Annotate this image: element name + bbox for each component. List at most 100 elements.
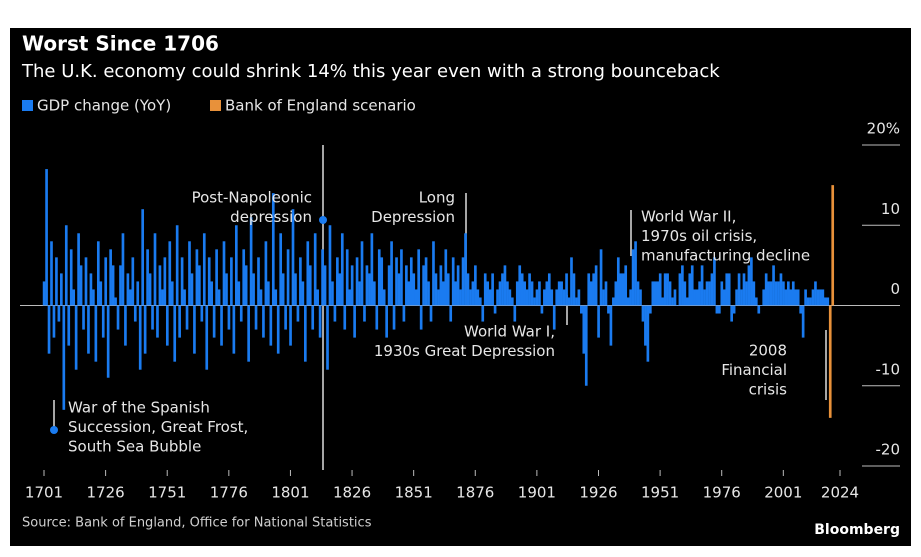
bar [491, 273, 494, 306]
bar [469, 289, 472, 306]
bar [718, 305, 721, 314]
bar [538, 281, 541, 306]
bar [392, 305, 396, 330]
bar [486, 281, 490, 306]
bar [259, 289, 263, 306]
bar [96, 241, 100, 306]
x-tick-label: 1801 [271, 484, 309, 502]
bar [124, 305, 127, 346]
chart-title: Worst Since 1706 [22, 32, 219, 56]
bar [685, 297, 689, 306]
bar [271, 193, 275, 306]
bar [60, 273, 63, 306]
bar [45, 169, 48, 306]
bar [772, 265, 775, 306]
bar [530, 281, 534, 306]
annotation: 1970s oil crisis, [641, 227, 757, 245]
bar [230, 257, 233, 306]
bar [156, 305, 159, 338]
bar [607, 305, 610, 314]
bar [417, 249, 421, 306]
bar [294, 273, 297, 306]
bar [84, 257, 88, 306]
bar [148, 273, 152, 306]
annotation: World War II, [641, 208, 736, 226]
x-tick-label: 1851 [395, 484, 433, 502]
bar [405, 265, 408, 306]
x-tick-label: 1826 [333, 484, 371, 502]
bar [762, 289, 766, 306]
bar [769, 281, 773, 306]
bar [666, 273, 669, 306]
bar [274, 289, 278, 306]
bar [784, 289, 788, 306]
bar [442, 281, 445, 306]
bar [439, 265, 443, 306]
bar [301, 281, 305, 306]
source: Source: Bank of England, Office for Nati… [22, 516, 372, 531]
annotation: Financial [721, 361, 787, 379]
bar [811, 289, 815, 306]
bar [370, 233, 374, 306]
bar [153, 233, 157, 306]
bar [661, 297, 664, 306]
bar [533, 297, 536, 306]
annotation: 2008 [749, 342, 787, 360]
bar [111, 265, 115, 306]
bar [407, 281, 411, 306]
bar [681, 265, 684, 306]
bar [363, 305, 366, 322]
bar [708, 281, 711, 306]
bar [557, 281, 561, 306]
annotation: War of the Spanish [68, 399, 210, 417]
bar [321, 249, 324, 306]
bar [619, 273, 623, 306]
bar [459, 289, 462, 306]
bar [109, 249, 112, 306]
bar [101, 305, 105, 338]
y-tick-label: -10 [876, 360, 901, 378]
bar [750, 257, 753, 306]
bar [713, 257, 716, 306]
bar [518, 265, 522, 306]
bar [385, 305, 388, 338]
bar [496, 289, 499, 306]
bar [360, 241, 364, 306]
bar [269, 305, 273, 346]
bar [446, 273, 450, 306]
bar [375, 305, 379, 330]
bar [464, 233, 467, 306]
bar [631, 249, 635, 306]
bar [202, 233, 206, 306]
bar [814, 281, 817, 306]
bar [794, 289, 798, 306]
y-tick-label: -20 [876, 441, 901, 459]
bar [589, 281, 593, 306]
bar [195, 249, 199, 306]
bar [796, 289, 800, 306]
bar [828, 305, 832, 418]
annotation-dot [319, 216, 327, 224]
bar [555, 289, 559, 306]
brand: Bloomberg [814, 522, 900, 538]
bar [121, 233, 125, 306]
bar [326, 305, 329, 370]
bar [565, 273, 568, 306]
annotation: crisis [749, 381, 788, 399]
bar [74, 305, 78, 370]
bar [168, 241, 172, 306]
bar [488, 289, 492, 306]
bar [791, 281, 795, 306]
bar [225, 273, 228, 306]
bar [323, 265, 327, 306]
bar [478, 297, 482, 306]
bar [215, 249, 218, 306]
bar [331, 281, 334, 306]
bar [624, 265, 628, 306]
bar [498, 281, 502, 306]
bar [545, 281, 549, 306]
bar [427, 281, 430, 306]
bar [163, 257, 167, 306]
bar [592, 273, 595, 306]
bar [747, 265, 751, 306]
